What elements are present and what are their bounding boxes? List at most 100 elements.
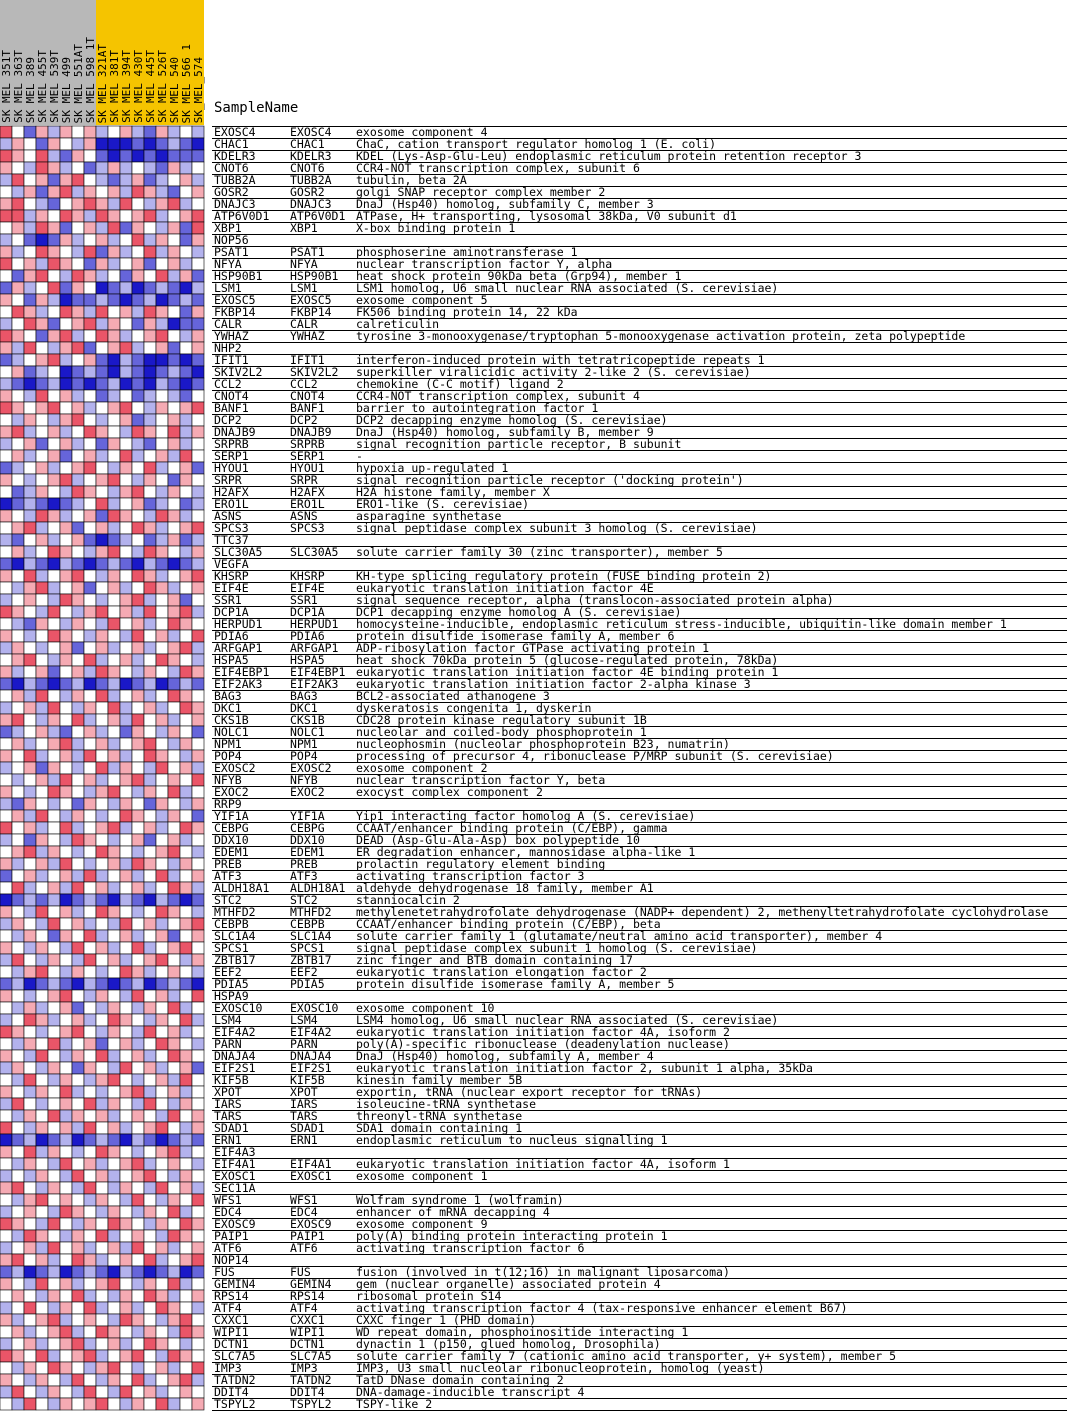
- heatmap-cell: [11, 929, 25, 943]
- heatmap-cell: [119, 1241, 133, 1255]
- heatmap-cell: [155, 149, 169, 163]
- heatmap-cell: [167, 1217, 181, 1231]
- heatmap-cell: [71, 785, 85, 799]
- heatmap-cell: [167, 953, 181, 967]
- heatmap-cell: [71, 1313, 85, 1327]
- heatmap-cell: [191, 269, 205, 283]
- heatmap-cell: [71, 425, 85, 439]
- heatmap-cell: [47, 413, 61, 427]
- heatmap-cell: [71, 269, 85, 283]
- heatmap-cell: [179, 1169, 193, 1183]
- heatmap-cell: [59, 1373, 73, 1387]
- heatmap-cell: [95, 1313, 109, 1327]
- heatmap-cell: [35, 461, 49, 475]
- heatmap-cell: [95, 1289, 109, 1303]
- heatmap-cell: [191, 1049, 205, 1063]
- heatmap-cell: [155, 185, 169, 199]
- heatmap-cell: [167, 1373, 181, 1387]
- heatmap-cell: [191, 233, 205, 247]
- heatmap-cell: [83, 221, 97, 235]
- heatmap-cell: [0, 1397, 13, 1411]
- heatmap-cell: [11, 797, 25, 811]
- heatmap-cell: [179, 269, 193, 283]
- gene-name: RRP9: [214, 797, 242, 811]
- heatmap-cell: [179, 677, 193, 691]
- heatmap-cell: [167, 617, 181, 631]
- heatmap-cell: [47, 1385, 61, 1399]
- heatmap-cell: [11, 473, 25, 487]
- heatmap-cell: [0, 305, 13, 319]
- heatmap-cell: [95, 857, 109, 871]
- heatmap-cell: [11, 809, 25, 823]
- heatmap-cell: [131, 617, 145, 631]
- heatmap-cell: [11, 1397, 25, 1411]
- heatmap-cell: [155, 365, 169, 379]
- heatmap-cell: [83, 437, 97, 451]
- heatmap-cell: [47, 917, 61, 931]
- heatmap-cell: [35, 485, 49, 499]
- gene-description: exosome component 4: [356, 125, 488, 139]
- gene-name: EIF4EBP1: [214, 665, 270, 679]
- heatmap-cell: [23, 845, 37, 859]
- gene-name: YIF1A: [214, 809, 249, 823]
- heatmap-cell: [47, 1169, 61, 1183]
- heatmap-cell: [83, 1217, 97, 1231]
- heatmap-cell: [191, 605, 205, 619]
- heatmap-cell: [143, 1121, 157, 1135]
- heatmap-cell: [131, 665, 145, 679]
- gene-description: nuclear transcription factor Y, beta: [356, 773, 606, 787]
- gene-description: exosome component 1: [356, 1169, 488, 1183]
- heatmap-cell: [11, 1157, 25, 1171]
- heatmap-cell: [23, 1013, 37, 1027]
- heatmap-cell: [23, 1253, 37, 1267]
- heatmap-cell: [71, 365, 85, 379]
- gene-description: threonyl-tRNA synthetase: [356, 1109, 523, 1123]
- heatmap-cell: [71, 977, 85, 991]
- heatmap-cell: [23, 929, 37, 943]
- heatmap-cell: [119, 989, 133, 1003]
- heatmap-cell: [179, 881, 193, 895]
- heatmap-cell: [179, 329, 193, 343]
- heatmap-cell: [0, 1049, 13, 1063]
- gene-name: NOP56: [214, 233, 249, 247]
- heatmap-cell: [143, 1277, 157, 1291]
- gene-name: CEBPB: [214, 917, 249, 931]
- heatmap-cell: [83, 605, 97, 619]
- column-label: SK_MEL_394T: [120, 0, 133, 125]
- gene-row: TTC37: [212, 534, 1067, 546]
- heatmap-cell: [191, 989, 205, 1003]
- heatmap-cell: [131, 233, 145, 247]
- heatmap-cell: [0, 1157, 13, 1171]
- heatmap-cell: [95, 557, 109, 571]
- heatmap-cell: [47, 1241, 61, 1255]
- column-label-text: SK_MEL_381T: [108, 50, 121, 123]
- heatmap-cell: [95, 269, 109, 283]
- heatmap-cell: [35, 1265, 49, 1279]
- heatmap-cell: [179, 857, 193, 871]
- heatmap-cell: [155, 569, 169, 583]
- heatmap-cell: [95, 1229, 109, 1243]
- heatmap-cell: [11, 857, 25, 871]
- heatmap-cell: [143, 965, 157, 979]
- heatmap-cell: [23, 509, 37, 523]
- heatmap-cell: [107, 521, 121, 535]
- heatmap-cell: [95, 1073, 109, 1087]
- gene-description: DnaJ (Hsp40) homolog, subfamily C, membe…: [356, 197, 654, 211]
- gene-description: signal peptidase complex subunit 3 homol…: [356, 521, 758, 535]
- heatmap-cell: [131, 1085, 145, 1099]
- gene-row: SKIV2L2 SKIV2L2 superkiller viralicidic ac…: [212, 366, 1067, 378]
- heatmap-cell: [155, 905, 169, 919]
- heatmap-cell: [131, 701, 145, 715]
- gene-description: TSPY-like 2: [356, 1397, 433, 1411]
- heatmap-cell: [131, 809, 145, 823]
- gene-symbol: SPCS3: [290, 521, 325, 535]
- heatmap-cell: [119, 881, 133, 895]
- heatmap-cell: [23, 1265, 37, 1279]
- heatmap-cell: [191, 1145, 205, 1159]
- heatmap-cell: [23, 1157, 37, 1171]
- heatmap-cell: [107, 557, 121, 571]
- heatmap-cell: [23, 473, 37, 487]
- gene-symbol: ARFGAP1: [290, 641, 339, 655]
- gene-row: LSM1 LSM1 LSM1 homolog, U6 small nuclear R…: [212, 282, 1067, 294]
- heatmap-cell: [179, 1337, 193, 1351]
